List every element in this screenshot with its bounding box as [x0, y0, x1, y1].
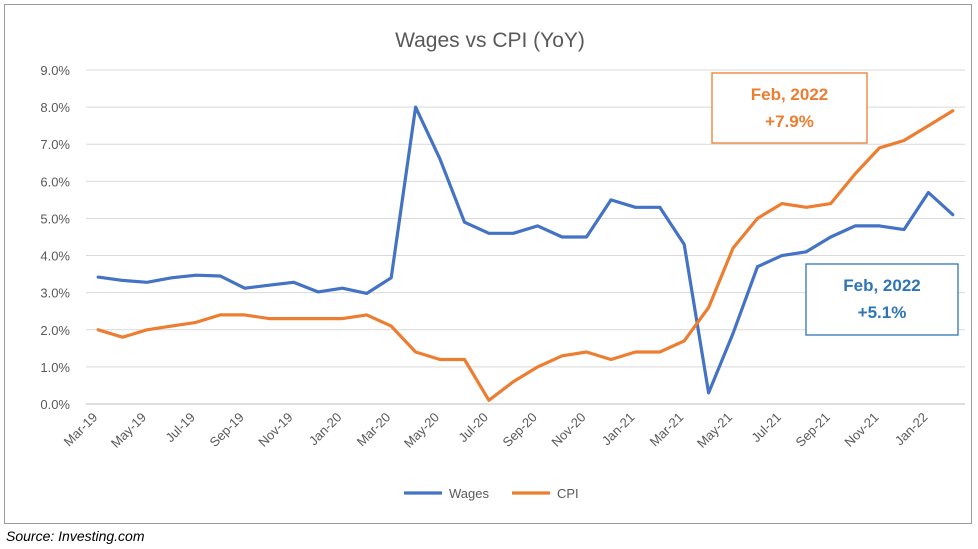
y-tick-label: 7.0%: [40, 137, 70, 152]
y-tick-label: 9.0%: [40, 63, 70, 78]
y-tick-label: 2.0%: [40, 323, 70, 338]
y-tick-label: 1.0%: [40, 360, 70, 375]
x-axis-ticks: Mar-19 May-19 Jul-19 Sep-19 Nov-19 Jan-20 Mar-…: [61, 410, 931, 451]
x-tick-label: Mar-19: [61, 410, 101, 450]
x-tick-label: Jul-20: [455, 410, 491, 446]
callout-value-label: +5.1%: [858, 303, 907, 322]
y-tick-label: 0.0%: [40, 397, 70, 412]
series-line-wages: [96, 105, 955, 395]
legend-label-cpi: CPI: [557, 486, 579, 501]
series-lines: [96, 105, 955, 402]
legend: Wages CPI: [404, 486, 579, 501]
x-tick-label: Sep-19: [207, 410, 247, 450]
x-tick-label: Nov-20: [548, 410, 588, 450]
callouts: Feb, 2022 +7.9% Feb, 2022 +5.1%: [711, 72, 959, 336]
x-tick-label: Jul-19: [162, 410, 198, 446]
x-tick-label: Sep-20: [500, 410, 540, 450]
x-tick-label: Mar-21: [647, 410, 687, 450]
x-tick-label: Mar-20: [354, 410, 394, 450]
y-tick-label: 3.0%: [40, 286, 70, 301]
y-tick-label: 8.0%: [40, 100, 70, 115]
x-tick-label: Nov-21: [841, 410, 881, 450]
callout-box-wages: [805, 263, 959, 336]
x-tick-label: Jan-22: [892, 410, 931, 449]
callout-value-label: +7.9%: [765, 112, 814, 131]
source-note: Source: Investing.com: [6, 528, 145, 544]
x-tick-label: Jan-20: [306, 410, 345, 449]
gridlines: [86, 69, 965, 405]
x-tick-label: May-19: [108, 410, 149, 451]
x-tick-label: May-20: [401, 410, 442, 451]
x-tick-label: Sep-21: [793, 410, 833, 450]
series-line-cpi: [96, 109, 955, 402]
y-axis-ticks: 0.0% 1.0% 2.0% 3.0% 4.0% 5.0% 6.0% 7.0% 8.0% 9.0%: [40, 63, 70, 412]
callout-date-label: Feb, 2022: [843, 276, 921, 295]
legend-label-wages: Wages: [449, 486, 489, 501]
x-tick-label: May-21: [694, 410, 735, 451]
y-tick-label: 6.0%: [40, 174, 70, 189]
callout-date-label: Feb, 2022: [751, 85, 829, 104]
callout-box-cpi: [711, 72, 868, 144]
x-tick-label: Nov-19: [255, 410, 295, 450]
y-tick-label: 5.0%: [40, 211, 70, 226]
y-tick-label: 4.0%: [40, 249, 70, 264]
x-tick-label: Jan-21: [599, 410, 638, 449]
x-tick-label: Jul-21: [748, 410, 784, 446]
chart-title: Wages vs CPI (YoY): [395, 29, 585, 52]
